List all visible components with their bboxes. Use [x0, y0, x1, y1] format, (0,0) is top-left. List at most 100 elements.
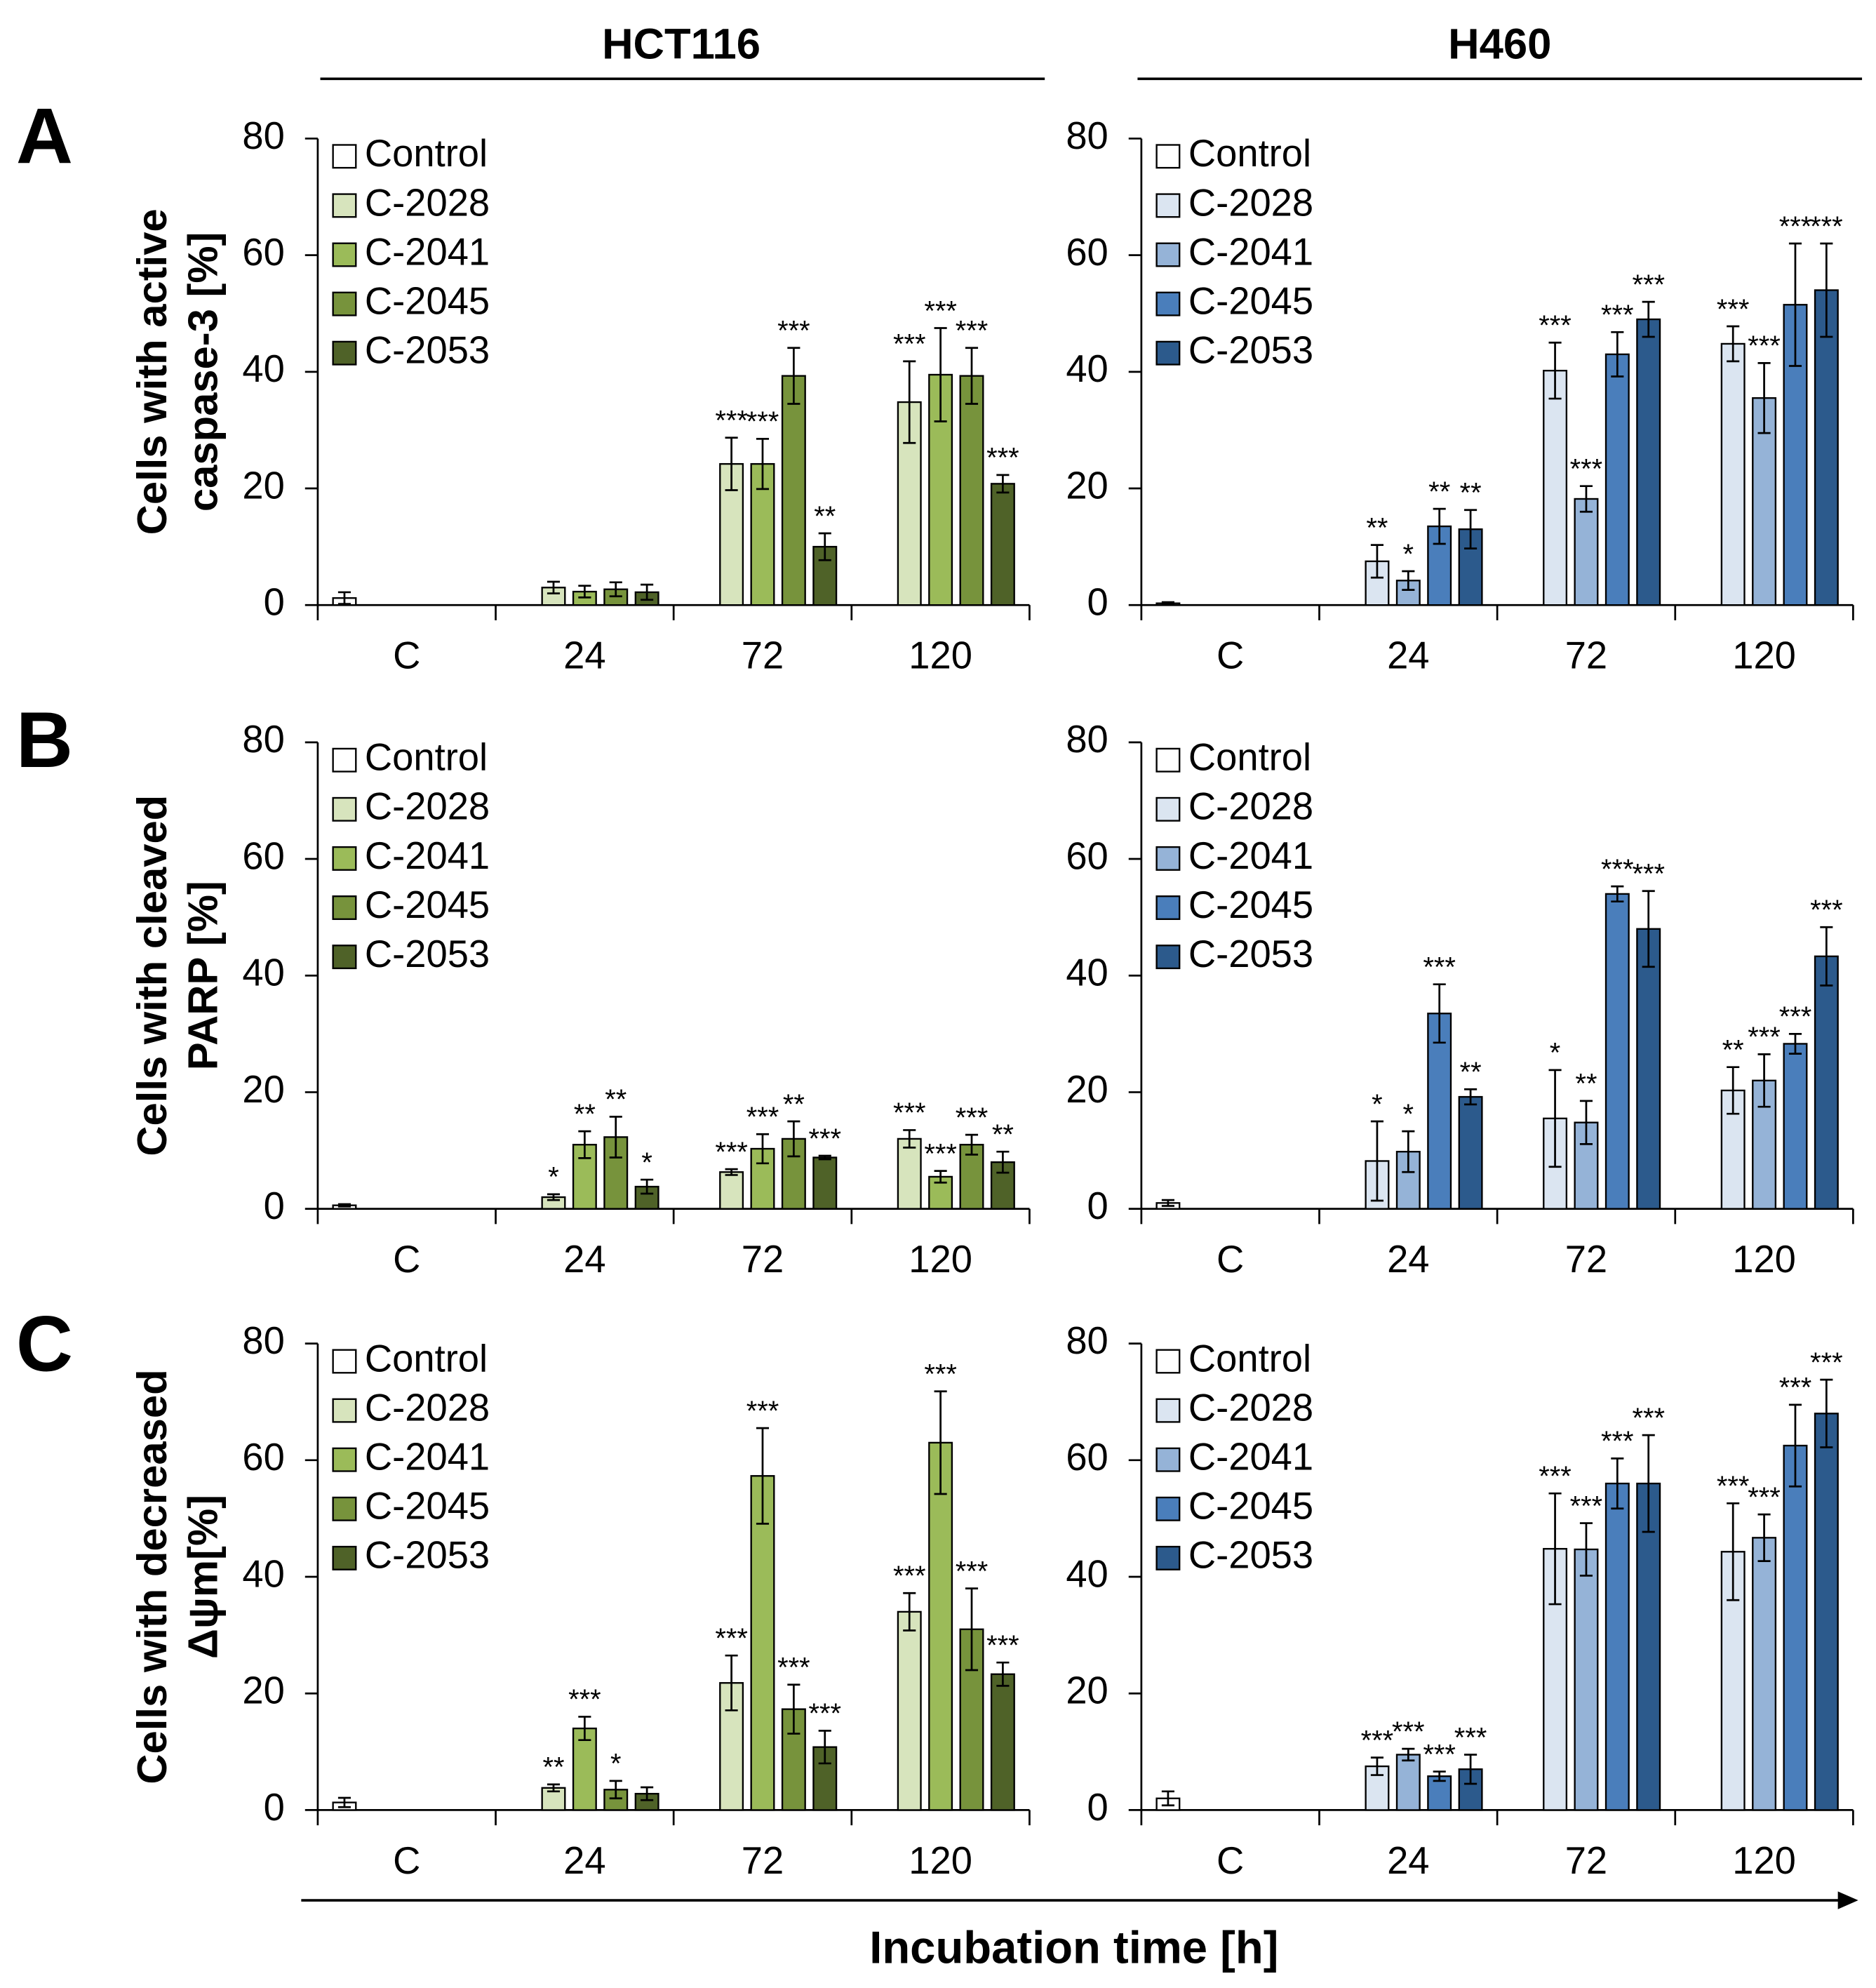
legend-swatch — [1155, 291, 1181, 316]
legend-label: C-2045 — [1188, 1485, 1313, 1528]
error-bar — [641, 1786, 654, 1801]
bar — [1604, 353, 1630, 606]
legend-label: C-2053 — [1188, 1534, 1313, 1577]
bar — [1720, 1089, 1746, 1210]
x-tick-label: 120 — [909, 634, 972, 677]
legend-label: C-2041 — [1188, 1436, 1313, 1479]
significance-label: * — [1372, 1089, 1383, 1120]
y-tick-label: 20 — [242, 464, 284, 507]
significance-label: * — [1403, 1099, 1414, 1130]
x-tick-label: 72 — [1565, 634, 1607, 677]
error-bar — [1161, 1199, 1174, 1207]
significance-label: *** — [1392, 1716, 1425, 1747]
significance-label: *** — [924, 295, 957, 326]
significance-label: *** — [1810, 1347, 1843, 1378]
y-tick-label: 40 — [242, 952, 284, 994]
y-tick-label: 60 — [1066, 231, 1108, 274]
x-tick-label: 120 — [909, 1839, 972, 1882]
error-bar — [1464, 509, 1478, 549]
arrow-head — [1837, 1891, 1858, 1909]
y-tick-label: 80 — [242, 1319, 284, 1362]
legend-swatch — [1155, 846, 1181, 871]
error-bar — [1788, 242, 1802, 367]
significance-label: *** — [715, 1623, 748, 1654]
significance-label: ** — [992, 1119, 1014, 1150]
error-bar — [1548, 341, 1562, 400]
y-axis-title: PARP [%] — [179, 881, 226, 1070]
legend-swatch — [1155, 895, 1181, 920]
error-bar — [725, 436, 738, 491]
significance-label: *** — [1810, 211, 1843, 242]
bar — [1395, 1754, 1421, 1811]
legend-label: C-2041 — [1188, 230, 1313, 273]
significance-label: ** — [542, 1752, 564, 1783]
y-tick-label: 0 — [264, 581, 285, 624]
y-tick-label: 40 — [1066, 1552, 1108, 1595]
bar — [1752, 1537, 1777, 1811]
significance-label: *** — [893, 1098, 926, 1128]
bar — [1720, 342, 1746, 606]
significance-label: *** — [893, 329, 926, 360]
legend-label: C-2028 — [1188, 1386, 1313, 1429]
x-tick-label: C — [393, 1839, 420, 1882]
bar — [1604, 893, 1630, 1210]
error-bar — [934, 1390, 947, 1495]
significance-label: ** — [1460, 478, 1482, 509]
error-bar — [1757, 362, 1771, 434]
x-tick-label: C — [393, 1238, 420, 1281]
error-bar — [578, 585, 591, 599]
significance-label: *** — [986, 1630, 1019, 1661]
significance-label: *** — [1779, 211, 1812, 242]
legend-label: C-2041 — [1188, 834, 1313, 877]
error-bar — [609, 1115, 622, 1159]
significance-label: * — [1403, 539, 1414, 570]
panel-letter: C — [16, 1299, 73, 1387]
bar — [781, 375, 806, 606]
significance-label: *** — [893, 1561, 926, 1592]
bar — [1636, 1482, 1661, 1811]
bar — [1814, 1413, 1839, 1811]
significance-label: *** — [1423, 1739, 1456, 1770]
legend-swatch — [332, 1349, 357, 1374]
x-tick-label: 120 — [909, 1238, 972, 1281]
bar — [897, 1138, 922, 1210]
legend-label: C-2028 — [1188, 785, 1313, 828]
x-tick-label: C — [393, 634, 420, 677]
significance-label: *** — [986, 443, 1019, 474]
column-title: H460 — [1448, 20, 1551, 68]
legend-swatch — [1155, 1545, 1181, 1570]
error-bar — [756, 438, 770, 491]
bar — [1814, 955, 1839, 1210]
significance-label: *** — [1748, 1022, 1781, 1053]
legend-label: C-2041 — [365, 1436, 490, 1479]
bar — [812, 1746, 838, 1811]
error-bar — [903, 360, 916, 444]
error-bar — [578, 1130, 591, 1159]
error-bar — [1642, 890, 1655, 968]
significance-label: *** — [1632, 859, 1665, 890]
error-bar — [641, 1178, 654, 1195]
significance-label: *** — [1570, 1490, 1603, 1521]
y-tick-label: 20 — [1066, 464, 1108, 507]
bar — [897, 1610, 922, 1811]
legend-label: C-2053 — [1188, 933, 1313, 975]
error-bar — [1757, 1053, 1771, 1108]
legend-label: Control — [1188, 736, 1311, 779]
bar — [990, 483, 1015, 606]
significance-label: *** — [808, 1123, 841, 1154]
y-tick-label: 0 — [1087, 1786, 1108, 1829]
error-bar — [818, 1730, 831, 1765]
y-axis-title: Cells with cleaved — [128, 795, 175, 1156]
legend-swatch — [332, 1545, 357, 1570]
significance-label: *** — [1601, 854, 1634, 885]
significance-label: *** — [808, 1698, 841, 1729]
bar — [1427, 1775, 1452, 1811]
bar — [1814, 289, 1839, 606]
error-bar — [1611, 331, 1624, 378]
significance-label: *** — [746, 1396, 779, 1427]
significance-label: *** — [1570, 453, 1603, 484]
error-bar — [337, 1796, 351, 1808]
legend-swatch — [332, 144, 357, 169]
significance-label: *** — [924, 1138, 957, 1169]
significance-label: *** — [956, 316, 989, 347]
